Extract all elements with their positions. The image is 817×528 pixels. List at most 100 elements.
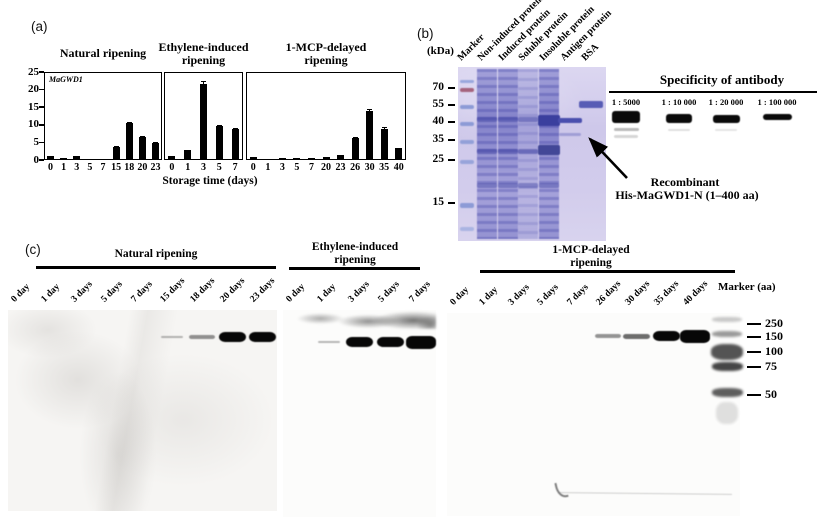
- panel-a-bar-charts: 25 20 15 10 5 0 Natural ripening 0 1 3 5 7 15 18 20 23 E…: [0, 0, 430, 200]
- blot-group-title: Ethylene-induced: [311, 241, 399, 253]
- gel-lane: [477, 69, 497, 239]
- blot-top-smear: [295, 310, 436, 329]
- aa-tick-label: 150: [765, 329, 783, 343]
- kda-tick-mark: [448, 139, 455, 141]
- blot-group-rule: [480, 270, 735, 273]
- x-tick-label: 20: [137, 162, 148, 173]
- kda-tick-mark: [448, 104, 455, 106]
- error-bar-cap: [381, 126, 387, 128]
- ladder-band: [460, 105, 474, 109]
- blot-lane-label: 15 days: [158, 276, 188, 305]
- y-tick-label: 5: [33, 135, 40, 148]
- coomassie-gel-image: [458, 67, 606, 241]
- blot-lane-label: 0 day: [284, 282, 308, 305]
- bar: [231, 129, 239, 160]
- y-tick-label: 25: [28, 65, 39, 78]
- y-tick-mark: [39, 88, 44, 91]
- x-tick-label: 3: [279, 162, 285, 173]
- x-tick-label: 40: [393, 162, 404, 173]
- pointer-arrow-icon: [588, 137, 628, 179]
- gene-label: MaGWD1: [49, 75, 83, 84]
- error-bar-cap: [338, 154, 344, 156]
- western-band: [317, 340, 340, 344]
- gel-band: [518, 117, 538, 122]
- blot-lane-label: 26 days: [594, 279, 623, 308]
- ladder-band: [460, 80, 474, 83]
- western-band: [652, 331, 680, 341]
- marker-aa-label: Marker (aa): [718, 281, 776, 293]
- ghost-band: [613, 128, 639, 131]
- panel-b-label: (b): [417, 26, 434, 41]
- x-tick-label: 3: [201, 162, 206, 173]
- error-bar-cap: [232, 127, 238, 129]
- western-band: [405, 335, 436, 349]
- bar: [395, 148, 403, 160]
- ladder-band: [460, 88, 474, 92]
- kda-tick-label: 55: [432, 98, 445, 110]
- blot-group-title: Natural ripening: [114, 248, 198, 260]
- gel-lane: [518, 69, 538, 239]
- blot-membrane: [447, 313, 740, 516]
- y-tick-mark: [39, 106, 44, 108]
- marker-lane-smudge: [716, 402, 738, 424]
- x-tick-label: 18: [124, 162, 135, 173]
- dilution-label: 1 : 20 000: [708, 97, 744, 107]
- x-tick-label: 26: [350, 162, 361, 173]
- panel-a-label: (a): [31, 19, 48, 34]
- blot-lane-label: 23 days: [248, 276, 278, 305]
- bar: [151, 143, 159, 160]
- bar: [47, 156, 55, 160]
- gel-band: [498, 183, 518, 188]
- bar: [366, 111, 374, 160]
- western-band: [594, 334, 621, 338]
- gel-band: [498, 149, 518, 154]
- blot-lane-label: 1 day: [477, 285, 500, 308]
- x-tick-label: 0: [169, 162, 175, 173]
- kda-tick-label: 40: [432, 115, 445, 127]
- blot-lane-label: 3 days: [346, 279, 372, 305]
- error-bar-cap: [139, 136, 145, 138]
- blot-lane-label: 5 days: [535, 282, 561, 308]
- blot-group-rule: [289, 267, 420, 270]
- error-bar-cap: [396, 147, 402, 149]
- chart-title: Ethylene-induced: [158, 40, 249, 54]
- aa-tick-label: 250: [765, 316, 783, 330]
- kda-tick-mark: [448, 87, 455, 89]
- blot-lane-label: 18 days: [188, 276, 218, 305]
- bar: [73, 155, 81, 160]
- bar: [215, 126, 223, 160]
- x-tick-label: 7: [308, 162, 314, 173]
- x-tick-label: 15: [111, 162, 122, 173]
- antigen-faint-band: [559, 133, 581, 136]
- kda-tick-label: 25: [432, 153, 445, 165]
- gel-lane: [498, 69, 518, 239]
- error-bar: [203, 81, 204, 84]
- bar: [278, 158, 286, 160]
- aa-tick-mark: [747, 366, 761, 368]
- y-tick-label: 0: [33, 153, 40, 166]
- gel-band: [477, 117, 497, 122]
- bsa-band: [579, 101, 603, 108]
- gel-band: [518, 149, 538, 154]
- bar: [125, 123, 133, 160]
- x-tick-label: 3: [74, 162, 80, 173]
- x-tick-label: 1: [61, 162, 67, 173]
- blot-lane-label: 20 days: [218, 276, 248, 305]
- ghost-band: [668, 129, 690, 131]
- blot-lane-label: 0 day: [9, 282, 33, 305]
- western-band: [680, 329, 711, 343]
- kda-axis-label: (kDa): [427, 45, 454, 57]
- x-tick-label: 7: [232, 162, 238, 173]
- chart-title: 1-MCP-delayed: [285, 40, 367, 54]
- bar: [351, 137, 359, 160]
- panel-c-label: (c): [25, 242, 41, 257]
- x-tick-label: 20: [321, 162, 331, 173]
- gel-strong-band: [538, 115, 560, 126]
- specificity-title: Specificity of antibody: [659, 72, 785, 87]
- bar: [60, 158, 68, 160]
- chart-frame: [246, 72, 406, 160]
- error-bar: [383, 126, 385, 130]
- kda-tick-label: 15: [432, 196, 445, 208]
- western-band: [161, 335, 184, 339]
